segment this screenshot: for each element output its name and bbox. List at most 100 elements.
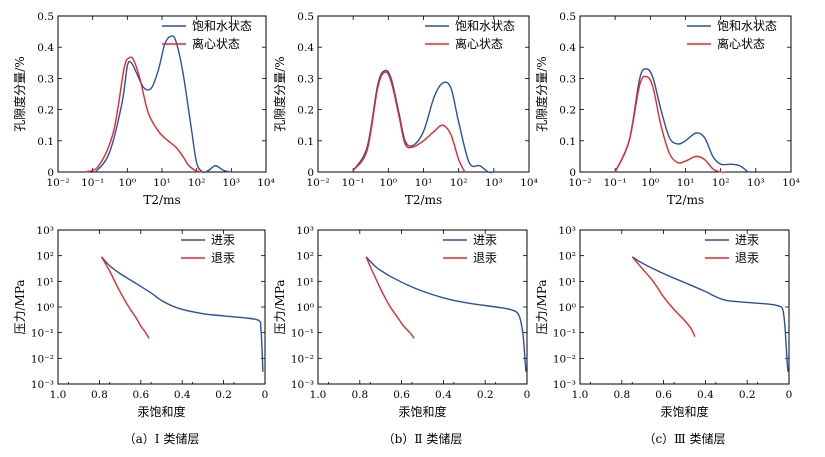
chart-panel-a-bottom: 1.0 0.8 0.6 0.4 0.2 0 10⁻³ 10⁻² 10⁻¹ 10⁰ 10¹ 10² 10³… [13, 225, 268, 446]
y-tick-label: 0.4 [37, 42, 54, 54]
y-tick-label: 10³ [296, 225, 314, 237]
x-tick-label: 0.2 [477, 389, 494, 401]
x-tick-label: 0.4 [435, 389, 452, 401]
panel-caption: （a）Ⅰ 类储层 [124, 431, 200, 446]
x-tick-label: 10⁴ [782, 177, 800, 189]
series-line-0 [100, 256, 264, 372]
x-axis-label: T2/ms [143, 193, 180, 207]
x-tick-label: 10⁰ [119, 177, 137, 189]
x-tick-label: 0 [786, 389, 793, 401]
chart-panel-c-top: 10⁻² 10⁻¹ 10⁰ 10¹ 10² 10³ 10⁴ 0 0.1 0.2 0.3 0.4 0.5 T… [534, 11, 800, 207]
x-tick-label: 0.6 [132, 389, 149, 401]
x-tick-label: 10³ [485, 177, 503, 189]
panel-caption: （b）Ⅱ 类储层 [383, 431, 463, 446]
legend-label: 退汞 [211, 251, 235, 265]
y-tick-label: 10⁻³ [31, 379, 54, 391]
y-tick-label: 0.5 [37, 11, 54, 23]
y-tick-label: 0.3 [559, 73, 576, 85]
y-tick-label: 0.2 [297, 105, 314, 117]
x-tick-label: 10² [712, 177, 730, 189]
x-tick-label: 0.8 [91, 389, 108, 401]
x-tick-label: 10⁻² [46, 177, 69, 189]
y-tick-label: 10⁻³ [291, 379, 314, 391]
x-tick-label: 10⁰ [642, 177, 660, 189]
chart-panel-b-top: 10⁻² 10⁻¹ 10⁰ 10¹ 10² 10³ 10⁴ 0 0.1 0.2 0.3 0.4 0.5 T… [272, 11, 538, 207]
x-tick-label: 10⁻² [568, 177, 591, 189]
legend-label: 进汞 [735, 233, 759, 247]
legend-label: 饱和水状态 [455, 18, 515, 33]
series-line-1 [365, 256, 415, 339]
y-tick-label: 10⁻² [291, 353, 314, 365]
x-tick-label: 10⁻² [306, 177, 329, 189]
x-axis-label: 汞饱和度 [660, 404, 708, 419]
x-tick-label: 10² [188, 177, 206, 189]
y-tick-label: 0.1 [559, 136, 576, 148]
y-tick-label: 10⁻² [31, 353, 54, 365]
x-tick-label: 0.6 [655, 389, 672, 401]
x-tick-label: 0.2 [215, 389, 232, 401]
y-tick-label: 0 [569, 167, 576, 179]
x-tick-label: 10⁻¹ [342, 177, 365, 189]
x-tick-label: 1.0 [50, 389, 67, 401]
legend-label: 饱和水状态 [717, 18, 777, 33]
y-axis-label: 孔隙度分量/% [534, 56, 549, 131]
y-tick-label: 10² [296, 251, 314, 263]
legend-label: 离心状态 [455, 36, 503, 51]
series-line-0 [614, 68, 749, 173]
y-tick-label: 0.5 [297, 11, 314, 23]
x-tick-label: 10⁴ [520, 177, 538, 189]
chart-panel-b-bottom: 1.0 0.8 0.6 0.4 0.2 0 10⁻³ 10⁻² 10⁻¹ 10⁰ 10¹ 10² 10³… [273, 225, 530, 446]
y-tick-label: 10⁰ [296, 302, 314, 314]
y-tick-label: 0.1 [297, 136, 314, 148]
legend-label: 退汞 [735, 251, 759, 265]
chart-panel-c-bottom: 1.0 0.8 0.6 0.4 0.2 0 10⁻³ 10⁻² 10⁻¹ 10⁰ 10¹ 10² 10³… [535, 225, 792, 446]
y-tick-label: 10⁻³ [553, 379, 576, 391]
y-axis-label: 压力/MPa [273, 279, 287, 334]
legend-label: 离心状态 [717, 36, 765, 51]
series-line-1 [352, 71, 466, 173]
series-line-1 [84, 56, 203, 173]
y-tick-label: 0.3 [37, 73, 54, 85]
legend-label: 离心状态 [192, 36, 240, 51]
x-tick-label: 10¹ [415, 177, 433, 189]
x-tick-label: 0.4 [697, 389, 714, 401]
series-line-0 [365, 256, 527, 372]
x-tick-label: 10⁻¹ [604, 177, 627, 189]
y-tick-label: 10⁻¹ [291, 328, 314, 340]
series-line-1 [100, 256, 150, 339]
series-line-0 [94, 35, 232, 174]
x-tick-label: 0.8 [351, 389, 368, 401]
y-tick-label: 10³ [36, 225, 54, 237]
x-tick-label: 0.4 [174, 389, 191, 401]
x-axis-label: T2/ms [405, 193, 442, 207]
legend-label: 进汞 [473, 233, 497, 247]
y-tick-label: 0.3 [297, 73, 314, 85]
x-axis-label: 汞饱和度 [137, 404, 185, 419]
y-tick-label: 0.2 [37, 105, 54, 117]
legend-label: 退汞 [473, 251, 497, 265]
y-tick-label: 10¹ [296, 276, 314, 288]
y-axis-label: 压力/MPa [13, 279, 27, 334]
y-tick-label: 0.5 [559, 11, 576, 23]
x-axis-label: T2/ms [667, 193, 704, 207]
x-tick-label: 10¹ [153, 177, 171, 189]
y-axis-label: 孔隙度分量/% [12, 56, 27, 131]
series-line-0 [352, 69, 494, 174]
x-tick-label: 0.2 [739, 389, 756, 401]
legend-label: 饱和水状态 [192, 18, 252, 33]
x-tick-label: 10³ [747, 177, 765, 189]
y-tick-label: 10¹ [558, 276, 576, 288]
x-tick-label: 1.0 [310, 389, 327, 401]
y-tick-label: 10⁰ [36, 302, 54, 314]
x-tick-label: 10³ [223, 177, 241, 189]
x-axis-label: 汞饱和度 [398, 404, 446, 419]
y-tick-label: 0 [47, 167, 54, 179]
legend-label: 进汞 [211, 233, 235, 247]
y-tick-label: 10³ [558, 225, 576, 237]
series-line-1 [631, 256, 696, 337]
y-axis-label: 孔隙度分量/% [272, 56, 287, 131]
y-tick-label: 10² [36, 251, 54, 263]
y-axis-label: 压力/MPa [535, 279, 549, 334]
x-tick-label: 10⁴ [257, 177, 275, 189]
